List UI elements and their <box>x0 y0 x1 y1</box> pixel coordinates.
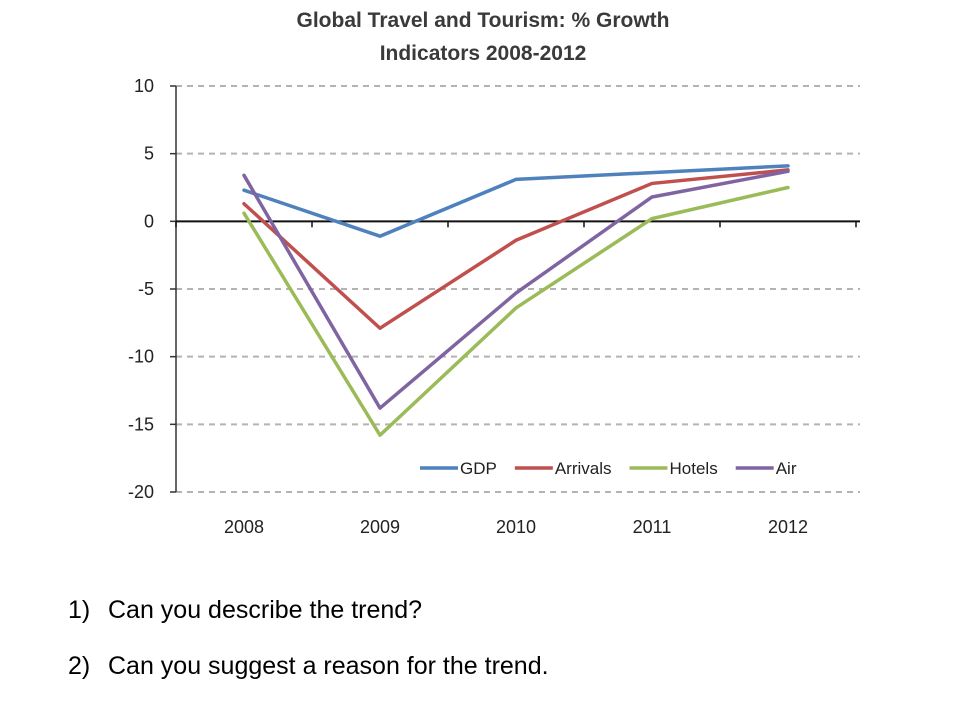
x-tick-label: 2009 <box>360 517 400 537</box>
question-text: Can you suggest a reason for the trend. <box>108 651 549 680</box>
legend-label-hotels: Hotels <box>670 459 718 478</box>
series-line-hotels <box>242 185 790 437</box>
legend: GDP Arrivals Hotels Air <box>420 459 797 478</box>
y-tick-label: -15 <box>128 414 154 434</box>
axes: 10 5 0 -5 -10 -15 -20 2008 2009 2010 2011 2012 <box>128 76 860 537</box>
series-line-air <box>242 169 790 410</box>
gridlines <box>176 85 860 493</box>
legend-label-air: Air <box>776 459 797 478</box>
y-tick-label: -10 <box>128 347 154 367</box>
chart-title-line-2: Indicators 2008-2012 <box>380 42 587 65</box>
y-tick-label: -5 <box>138 279 154 299</box>
legend-label-arrivals: Arrivals <box>555 459 612 478</box>
x-tick-label: 2008 <box>224 517 264 537</box>
x-tick-label: 2010 <box>496 517 536 537</box>
question-item: 2) Can you suggest a reason for the tren… <box>68 638 549 694</box>
question-list: 1) Can you describe the trend? 2) Can yo… <box>68 582 549 694</box>
series-line-arrivals <box>242 168 790 330</box>
question-number: 2) <box>68 651 91 680</box>
series-lines <box>242 164 790 437</box>
x-tick-label: 2012 <box>768 517 808 537</box>
question-number: 1) <box>68 595 91 624</box>
legend-label-gdp: GDP <box>460 459 497 478</box>
x-tick-label: 2011 <box>633 517 672 537</box>
chart-title-line-1: Global Travel and Tourism: % Growth <box>297 9 670 32</box>
y-tick-label: 0 <box>144 211 154 231</box>
y-tick-label: 10 <box>134 76 154 96</box>
series-line-gdp <box>242 164 790 238</box>
line-chart: Global Travel and Tourism: % Growth Indi… <box>128 9 860 537</box>
question-item: 1) Can you describe the trend? <box>68 582 549 638</box>
question-text: Can you describe the trend? <box>108 595 423 624</box>
y-tick-label: -20 <box>128 482 154 502</box>
y-tick-label: 5 <box>144 144 154 164</box>
